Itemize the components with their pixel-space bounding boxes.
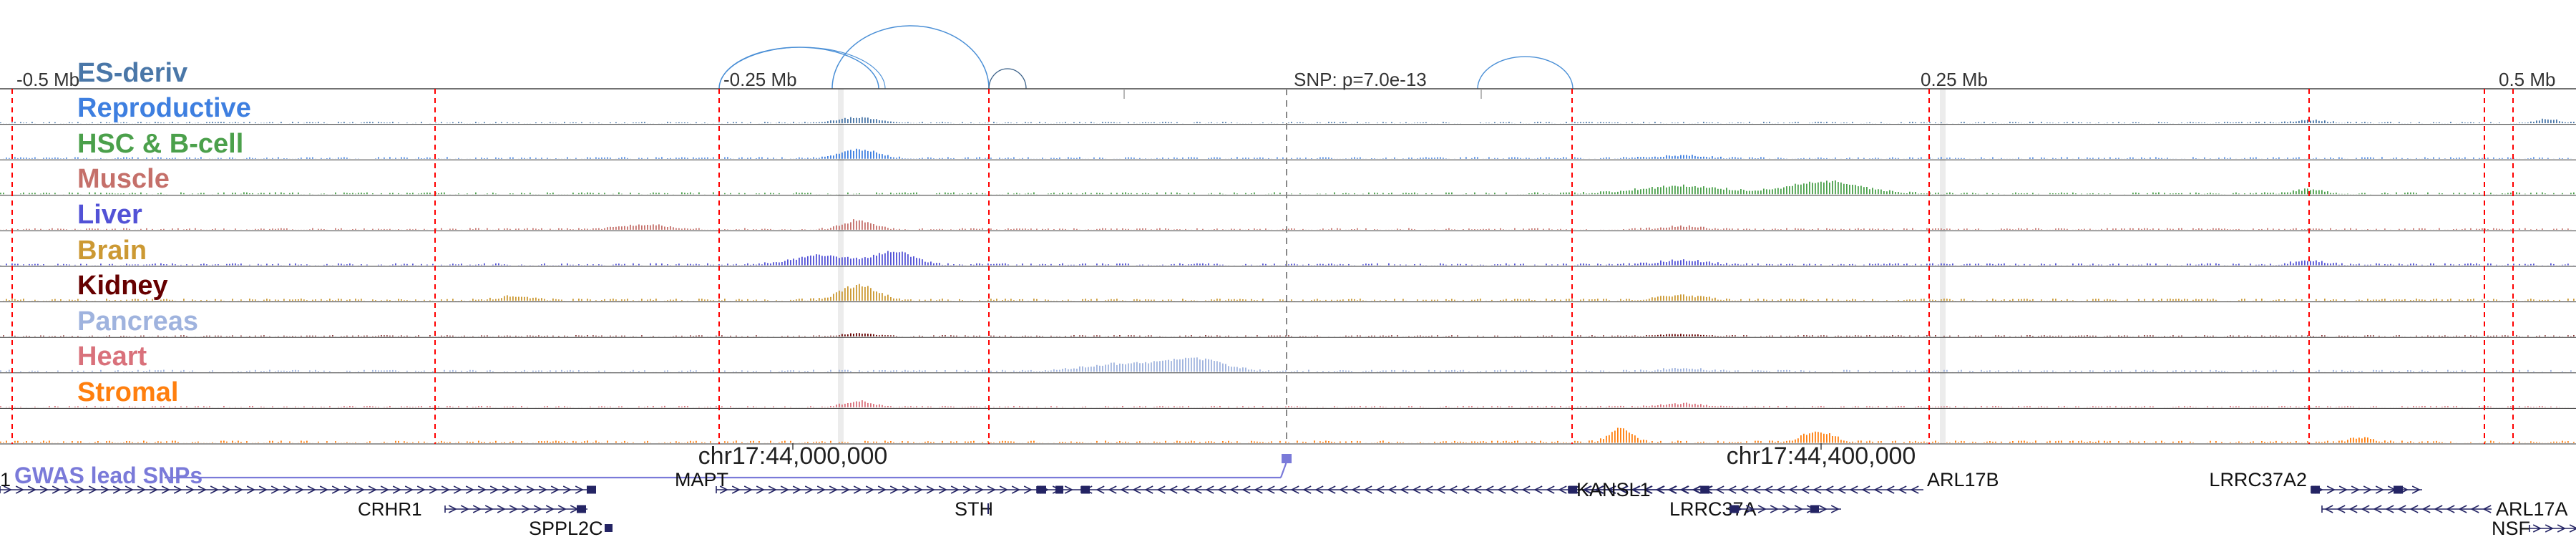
svg-text:ARL17B: ARL17B: [1927, 469, 1999, 490]
svg-text:NSF: NSF: [2492, 518, 2530, 537]
svg-text:ARL17A: ARL17A: [2496, 498, 2568, 520]
svg-text:MAPT: MAPT: [675, 469, 728, 490]
svg-text:SPPL2C: SPPL2C: [529, 518, 603, 537]
svg-text:GWAS lead SNPs: GWAS lead SNPs: [14, 463, 203, 488]
svg-text:chr17:44,400,000: chr17:44,400,000: [1727, 442, 1916, 470]
svg-text:LRRC37A2: LRRC37A2: [2209, 469, 2307, 490]
svg-text:KANSL1: KANSL1: [1576, 479, 1651, 500]
svg-text:1: 1: [0, 469, 11, 490]
svg-text:chr17:44,000,000: chr17:44,000,000: [698, 442, 888, 470]
svg-text:STH: STH: [955, 498, 993, 520]
svg-text:CRHR1: CRHR1: [358, 498, 422, 520]
